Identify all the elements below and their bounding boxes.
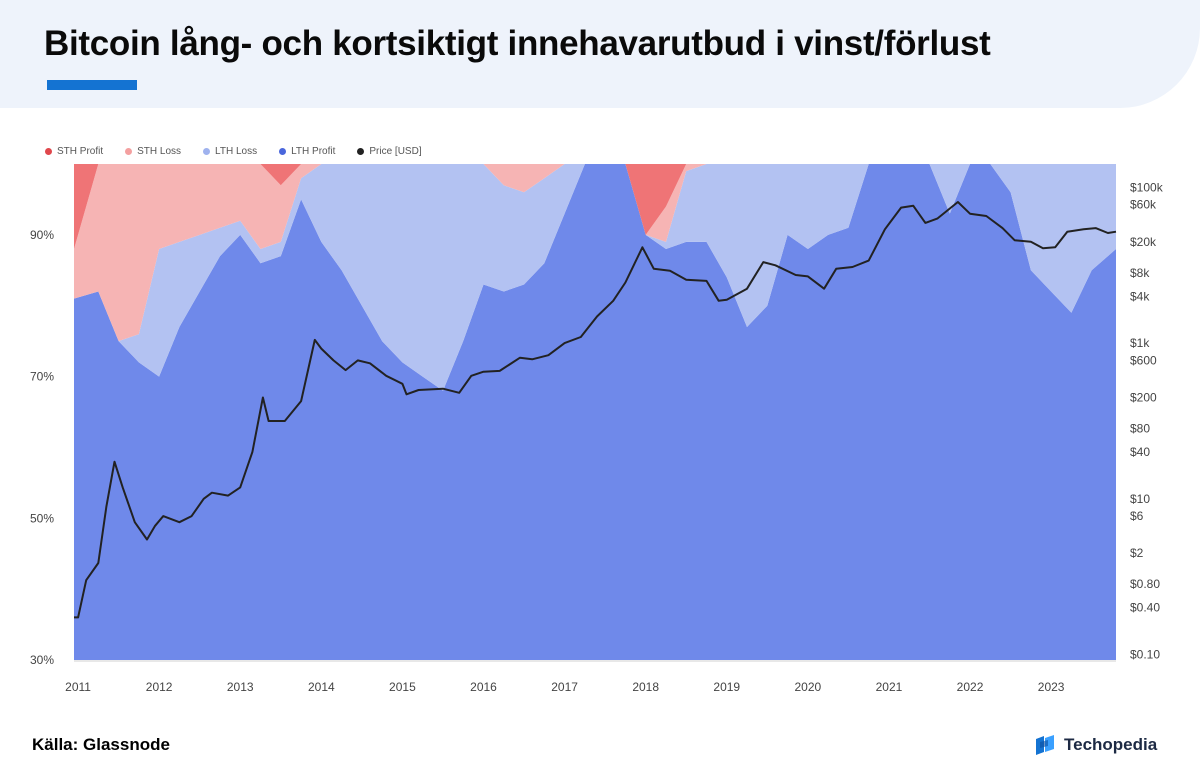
legend-item-price[interactable]: Price [USD] [357,146,422,157]
right-tick-label: $8k [1130,266,1150,280]
source-label: Källa: Glassnode [32,735,170,754]
x-tick-label: 2017 [551,680,578,694]
right-tick-label: $200 [1130,391,1157,405]
right-tick-label: $20k [1130,235,1157,249]
legend-label-lth-profit: LTH Profit [291,146,336,157]
right-tick-label: $60k [1130,198,1157,212]
price-layer [74,201,1117,619]
right-tick-label: $40 [1130,445,1150,459]
right-tick-label: $600 [1130,353,1157,367]
right-tick-label: $0.40 [1130,601,1160,615]
x-tick-label: 2022 [957,680,984,694]
x-tick-label: 2013 [227,680,254,694]
x-tick-label: 2012 [146,680,173,694]
left-tick-label: 50% [30,511,54,525]
legend-label-sth-loss: STH Loss [137,146,182,157]
legend-item-lth-loss[interactable]: LTH Loss [203,146,257,157]
title-underline [47,80,137,90]
brand-logo[interactable]: Techopedia [1034,734,1157,756]
x-tick-label: 2019 [713,680,740,694]
x-tick-label: 2014 [308,680,335,694]
stacked-areas [74,164,1116,660]
legend-dot-sth-profit [45,148,52,155]
page-title: Bitcoin lång- och kortsiktigt innehavaru… [44,24,991,63]
legend-dot-lth-loss [203,148,211,155]
legend-label-price: Price [USD] [369,146,422,157]
techopedia-cube-icon [1036,735,1054,755]
price-line [74,201,1117,619]
legend-dot-price [357,148,365,155]
right-tick-label: $1k [1130,336,1150,350]
x-tick-label: 2020 [795,680,822,694]
legend-dot-sth-loss [125,148,133,155]
right-tick-label: $0.10 [1130,648,1160,662]
chart-legend: STH Profit STH Loss LTH Loss LTH Profit … [45,146,422,157]
right-tick-label: $6 [1130,509,1144,523]
x-tick-label: 2023 [1038,680,1065,694]
area-sth-loss [74,164,1116,342]
x-tick-label: 2011 [65,680,91,694]
right-tick-label: $100k [1130,180,1164,194]
legend-item-lth-profit[interactable]: LTH Profit [279,146,335,157]
legend-label-sth-profit: STH Profit [57,146,104,157]
x-tick-label: 2018 [632,680,659,694]
right-axis: $0.10 $0.40 $0.80 $2 $6 $10 $40 $80 $200 $600 $1k $… [1130,180,1164,661]
left-tick-label: 90% [30,228,54,242]
left-tick-label: 30% [30,653,54,667]
legend-label-lth-loss: LTH Loss [215,146,258,157]
x-tick-label: 2015 [389,680,416,694]
x-axis: 2011 2012 2013 2014 2015 2016 2017 2018 2019 2020… [65,660,1116,694]
header-band [0,0,1200,108]
legend-item-sth-profit[interactable]: STH Profit [45,146,103,157]
area-lth-loss [74,164,1116,391]
right-tick-label: $10 [1130,492,1150,506]
legend-dot-lth-profit [279,148,287,155]
right-tick-label: $2 [1130,546,1144,560]
right-tick-label: $80 [1130,422,1150,436]
area-lth-profit [74,164,1116,660]
legend-item-sth-loss[interactable]: STH Loss [125,146,181,157]
brand-name: Techopedia [1064,735,1158,754]
left-tick-label: 70% [30,370,54,384]
x-tick-label: 2021 [876,680,903,694]
x-tick-label: 2016 [470,680,497,694]
left-axis: 30% 50% 70% 90% [30,228,54,667]
right-tick-label: $0.80 [1130,577,1160,591]
right-tick-label: $4k [1130,289,1150,303]
